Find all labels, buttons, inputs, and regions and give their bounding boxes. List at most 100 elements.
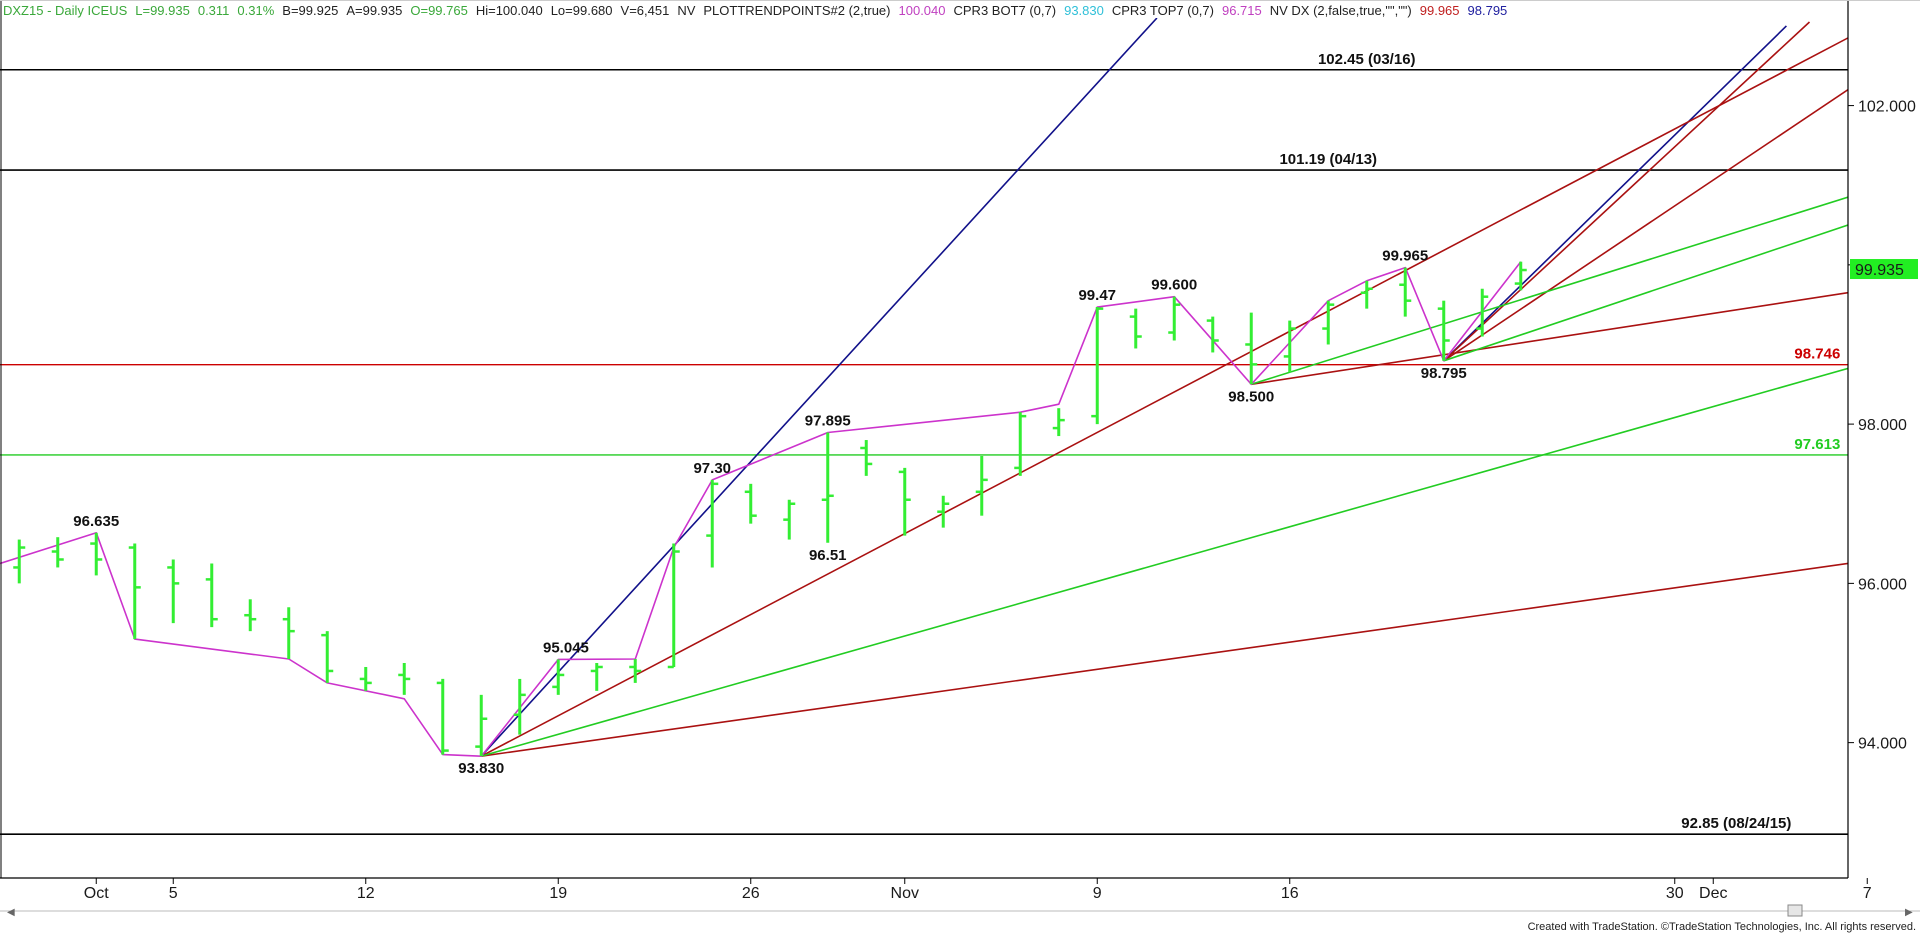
horizontal-levels: 102.45 (03/16) 101.19 (04/13) 98.746 97.613… [0, 51, 1848, 836]
red-fan-line [1251, 291, 1848, 386]
price-annotation: 99.965 [1382, 248, 1428, 265]
header-item: 0.31% [237, 3, 274, 18]
ohlc-bar [1206, 316, 1219, 353]
ohlc-bar [937, 495, 950, 528]
price-annotation: 98.795 [1421, 365, 1467, 382]
ohlc-bar [667, 543, 680, 669]
y-tick-label: 98.000 [1858, 417, 1907, 434]
x-tick-label: 5 [169, 885, 178, 902]
header-item: PLOTTRENDPOINTS#2 (2,true) [703, 3, 890, 18]
ohlc-bar [1168, 296, 1181, 341]
header-item: DXZ15 - Daily ICEUS [3, 3, 128, 18]
ohlc-bar [821, 432, 834, 543]
blue-angle-line [1443, 25, 1787, 362]
ohlc-bar [128, 543, 141, 640]
red-fan-line [1443, 21, 1811, 362]
y-tick-label: 94.000 [1858, 736, 1907, 753]
footer-text: Created with TradeStation. ©TradeStation… [1528, 921, 1916, 933]
ohlc-bar [1052, 408, 1065, 437]
ohlc-bar [1245, 312, 1258, 385]
header-item: 98.795 [1468, 3, 1508, 18]
ohlc-bar [13, 539, 26, 584]
price-annotation: 96.635 [73, 513, 119, 530]
ohlc-bar [475, 694, 488, 757]
axes: 102.000100.00098.00096.00094.000Oct51219… [0, 0, 1920, 902]
price-annotation: 99.600 [1151, 277, 1197, 294]
x-tick-label: 7 [1863, 885, 1872, 902]
x-tick-label: Nov [891, 885, 919, 902]
last-price-box [1850, 259, 1918, 280]
level-label: 101.19 (04/13) [1279, 151, 1377, 168]
ohlc-bar [90, 532, 103, 576]
price-annotations: 96.635 95.045 93.830 97.30 97.895 96.51 99.47 9… [73, 248, 1466, 778]
header-item: CPR3 TOP7 (0,7) [1112, 3, 1214, 18]
red-fan-line [1443, 89, 1848, 362]
ohlc-bar [1437, 300, 1450, 361]
price-annotation: 98.500 [1228, 388, 1274, 405]
y-tick-label: 102.000 [1858, 99, 1916, 116]
trend-lines [480, 18, 1848, 757]
ohlc-bar [244, 599, 257, 632]
x-tick-label: 12 [357, 885, 375, 902]
last-price-label: 99.935 [1855, 262, 1904, 279]
red-fan-line [481, 562, 1848, 757]
price-annotation: 97.895 [805, 412, 851, 429]
scrollbar-thumb [1787, 904, 1803, 917]
header-item: 0.311 [198, 3, 230, 18]
header-item: V=6,451 [621, 3, 670, 18]
ohlc-bar [1476, 288, 1489, 337]
ohlc-bar [1322, 300, 1335, 345]
ohlc-bar [51, 537, 64, 568]
ohlc-bar [167, 559, 180, 624]
x-tick-label: 16 [1281, 885, 1299, 902]
blue-angle-line [480, 18, 1158, 757]
header-item: 93.830 [1064, 3, 1104, 18]
ohlc-bar [706, 479, 719, 568]
header-item: Lo=99.680 [551, 3, 613, 18]
header-item: 99.965 [1420, 3, 1460, 18]
green-fan-line [481, 367, 1848, 757]
header-item: L=99.935 [135, 3, 190, 18]
price-annotation: 95.045 [543, 639, 589, 656]
ohlc-bar [783, 499, 796, 540]
ohlc-bar [436, 678, 449, 755]
ohlc-bar [513, 678, 526, 735]
level-label: 97.613 [1794, 436, 1840, 453]
x-tick-label: Dec [1699, 885, 1727, 902]
header-item: 100.040 [899, 3, 946, 18]
ohlc-bar [359, 666, 372, 691]
header-item: A=99.935 [346, 3, 402, 18]
red-fan-line [480, 37, 1848, 757]
horizontal-scrollbar: ◀ ▶ [0, 904, 1920, 918]
level-label: 98.746 [1794, 346, 1840, 363]
ohlc-bar [975, 455, 988, 516]
header-item: NV DX (2,false,true,"","") [1270, 3, 1412, 18]
header-item: B=99.925 [282, 3, 338, 18]
ohlc-bar [1014, 412, 1027, 476]
ohlc-bar [321, 631, 334, 683]
ohlc-bar [590, 663, 603, 691]
green-fan-line [1443, 224, 1848, 362]
ohlc-bar [552, 659, 565, 695]
x-tick-label: Oct [84, 885, 109, 902]
last-price-marker: 99.935 [1850, 259, 1918, 280]
level-label: 102.45 (03/16) [1318, 51, 1416, 68]
ohlc-bar [898, 467, 911, 536]
level-label: 92.85 (08/24/15) [1681, 815, 1791, 832]
price-annotation: 99.47 [1078, 287, 1116, 304]
ohlc-bar [1283, 320, 1296, 373]
price-annotation: 96.51 [809, 547, 847, 564]
scroll-left-arrow: ◀ [7, 907, 15, 918]
chart-footer: ◀ ▶ Created with TradeStation. ©TradeStati… [0, 904, 1920, 933]
x-tick-label: 26 [742, 885, 760, 902]
ohlc-bars [13, 261, 1527, 757]
ohlc-bar [1091, 307, 1104, 425]
header-item: CPR3 BOT7 (0,7) [954, 3, 1057, 18]
header-item: Hi=100.040 [476, 3, 543, 18]
ohlc-bar [205, 563, 218, 628]
ohlc-bar [744, 483, 757, 524]
ohlc-bar [1399, 267, 1412, 317]
swing-line-group [0, 261, 1522, 758]
price-annotation: 93.830 [458, 760, 504, 777]
ohlc-bar [398, 663, 411, 695]
